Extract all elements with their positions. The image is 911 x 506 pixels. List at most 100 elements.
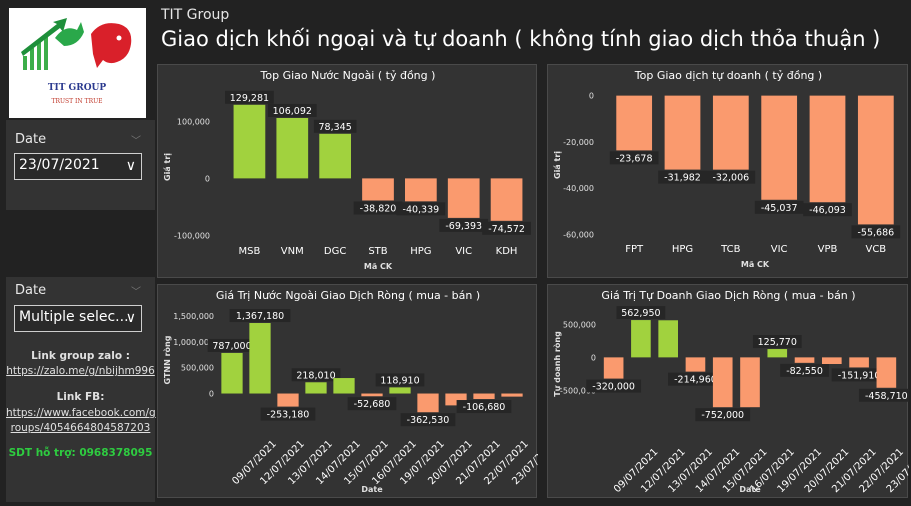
y-axis-label: Giá trị xyxy=(163,153,172,181)
bar-12-07-2021 xyxy=(631,320,651,358)
bull-chart-icon xyxy=(21,18,84,70)
data-label-bg xyxy=(291,368,341,382)
x-axis-label: Mã CK xyxy=(741,260,770,269)
data-label: -31,982 xyxy=(664,173,701,184)
x-tick-label: DGC xyxy=(324,246,346,257)
y-tick-label: 0 xyxy=(591,353,596,362)
bar-21-07-2021 xyxy=(445,393,467,406)
bar-23-07-2021 xyxy=(876,357,897,388)
company-logo: TIT GROUP TRUST IN TRUE xyxy=(9,8,146,118)
data-label-bg xyxy=(609,151,659,165)
data-label-bg xyxy=(616,306,666,320)
x-tick-label: VCB xyxy=(865,244,886,255)
data-label-bg xyxy=(831,368,887,382)
y-tick-label: -40,000 xyxy=(563,184,594,193)
bar-15-07-2021 xyxy=(333,378,355,394)
x-tick-label: VNM xyxy=(281,246,304,257)
chart-title: Giá Trị Tự Doanh Giao Dịch Ròng ( mua - … xyxy=(601,289,855,302)
bar-19-07-2021 xyxy=(389,387,411,394)
bar-13-07-2021 xyxy=(658,320,678,358)
data-label: -69,393 xyxy=(445,221,482,232)
date-select-value: 23/07/2021 xyxy=(19,157,100,173)
y-tick-label: 100,000 xyxy=(177,117,210,126)
data-label: 218,010 xyxy=(296,370,335,381)
date-filter-panel: Date ﹀ 23/07/2021 ∨ xyxy=(6,120,155,210)
y-tick-label: 0 xyxy=(205,174,210,183)
proprietary-top-chart-svg: Top Giao dịch tự doanh ( tỷ đồng ) Giá tr… xyxy=(553,69,901,269)
y-tick-label: -60,000 xyxy=(563,230,594,239)
bar-TCB xyxy=(712,95,749,170)
bar-VPB xyxy=(809,95,846,203)
zalo-link[interactable]: https://zalo.me/g/nbijhm996 xyxy=(6,365,155,377)
bear-icon xyxy=(91,23,132,68)
bar-HPG xyxy=(405,178,437,202)
data-label-bg xyxy=(586,379,642,393)
x-tick-label: TCB xyxy=(720,244,741,255)
proprietary-net-chart: Giá Trị Tự Doanh Giao Dịch Ròng ( mua - … xyxy=(547,284,909,498)
data-label-bg xyxy=(695,408,751,422)
data-label: -320,000 xyxy=(592,382,635,393)
logo-slogan: TRUST IN TRUE xyxy=(51,98,102,105)
data-label-bg xyxy=(353,201,403,215)
chevron-down-icon[interactable]: ﹀ xyxy=(131,136,141,147)
bar-19-07-2021 xyxy=(767,349,788,358)
date-filter-label: Date xyxy=(15,132,47,147)
data-label: -32,006 xyxy=(712,173,749,184)
data-label: -82,550 xyxy=(786,366,823,377)
data-label-bg xyxy=(851,225,901,239)
multi-date-select[interactable]: Multiple selec... ∨ xyxy=(14,305,142,332)
x-tick-label: MSB xyxy=(239,246,261,257)
bar-20-07-2021 xyxy=(417,393,439,413)
data-label: -752,000 xyxy=(701,410,744,421)
bar-14-07-2021 xyxy=(305,382,327,394)
y-tick-label: 500,000 xyxy=(181,364,214,373)
data-label-bg xyxy=(267,103,317,117)
bar-20-07-2021 xyxy=(794,357,815,363)
chevron-down-icon[interactable]: ﹀ xyxy=(131,287,141,298)
foreign-top-chart: Top Giao Nước Ngoài ( tỷ đồng ) Giá trị 10… xyxy=(157,64,537,278)
data-label-bg xyxy=(668,372,723,386)
data-label-bg xyxy=(456,400,512,414)
data-label: -253,180 xyxy=(267,410,310,421)
sidebar: TIT GROUP TRUST IN TRUE Date ﹀ 23/07/202… xyxy=(6,5,156,502)
data-label: -38,820 xyxy=(360,203,397,214)
fb-link-line-1[interactable]: https://www.facebook.com/g xyxy=(6,407,156,419)
multi-date-filter-label: Date xyxy=(15,283,47,298)
fb-link-label: Link FB: xyxy=(56,391,105,403)
logo-name: TIT GROUP xyxy=(48,83,107,93)
bar-16-07-2021 xyxy=(740,357,760,408)
data-label: -55,686 xyxy=(857,227,894,238)
x-tick-label: KDH xyxy=(496,246,518,257)
bar-09-07-2021 xyxy=(603,357,624,379)
bar-13-07-2021 xyxy=(277,393,299,407)
chart-title: Top Giao Nước Ngoài ( tỷ đồng ) xyxy=(260,69,436,82)
y-tick-label: -20,000 xyxy=(563,138,594,147)
proprietary-net-chart-svg: Giá Trị Tự Doanh Giao Dịch Ròng ( mua - … xyxy=(552,289,909,495)
data-label-bg xyxy=(706,170,756,184)
fb-link-line-2[interactable]: roups/4054664804587203 xyxy=(10,422,151,434)
data-label: -45,037 xyxy=(761,203,798,214)
x-axis-label: Date xyxy=(739,485,761,494)
data-label-bg xyxy=(482,221,531,235)
data-label: -458,710 xyxy=(865,391,908,402)
data-label-bg xyxy=(858,388,909,402)
date-select[interactable]: 23/07/2021 ∨ xyxy=(14,153,142,180)
bar-14-07-2021 xyxy=(685,357,706,372)
y-tick-label: 1,500,000 xyxy=(173,312,214,321)
bar-STB xyxy=(362,178,394,201)
bar-VIC xyxy=(447,178,480,218)
data-label: -23,678 xyxy=(616,153,653,164)
bar-MSB xyxy=(233,104,266,179)
bar-09-07-2021 xyxy=(221,352,243,394)
data-label: 1,367,180 xyxy=(236,311,284,322)
data-label: -106,680 xyxy=(463,402,506,413)
data-label: 787,000 xyxy=(212,341,251,352)
x-tick-label: HPG xyxy=(672,244,693,255)
data-label: 125,770 xyxy=(758,337,797,348)
y-tick-label: 0 xyxy=(589,92,594,101)
bar-VIC xyxy=(761,95,798,200)
data-label-bg xyxy=(658,170,707,184)
x-axis-label: Date xyxy=(361,485,383,494)
bar-KDH xyxy=(490,178,523,221)
foreign-top-chart-svg: Top Giao Nước Ngoài ( tỷ đồng ) Giá trị 10… xyxy=(163,69,531,271)
